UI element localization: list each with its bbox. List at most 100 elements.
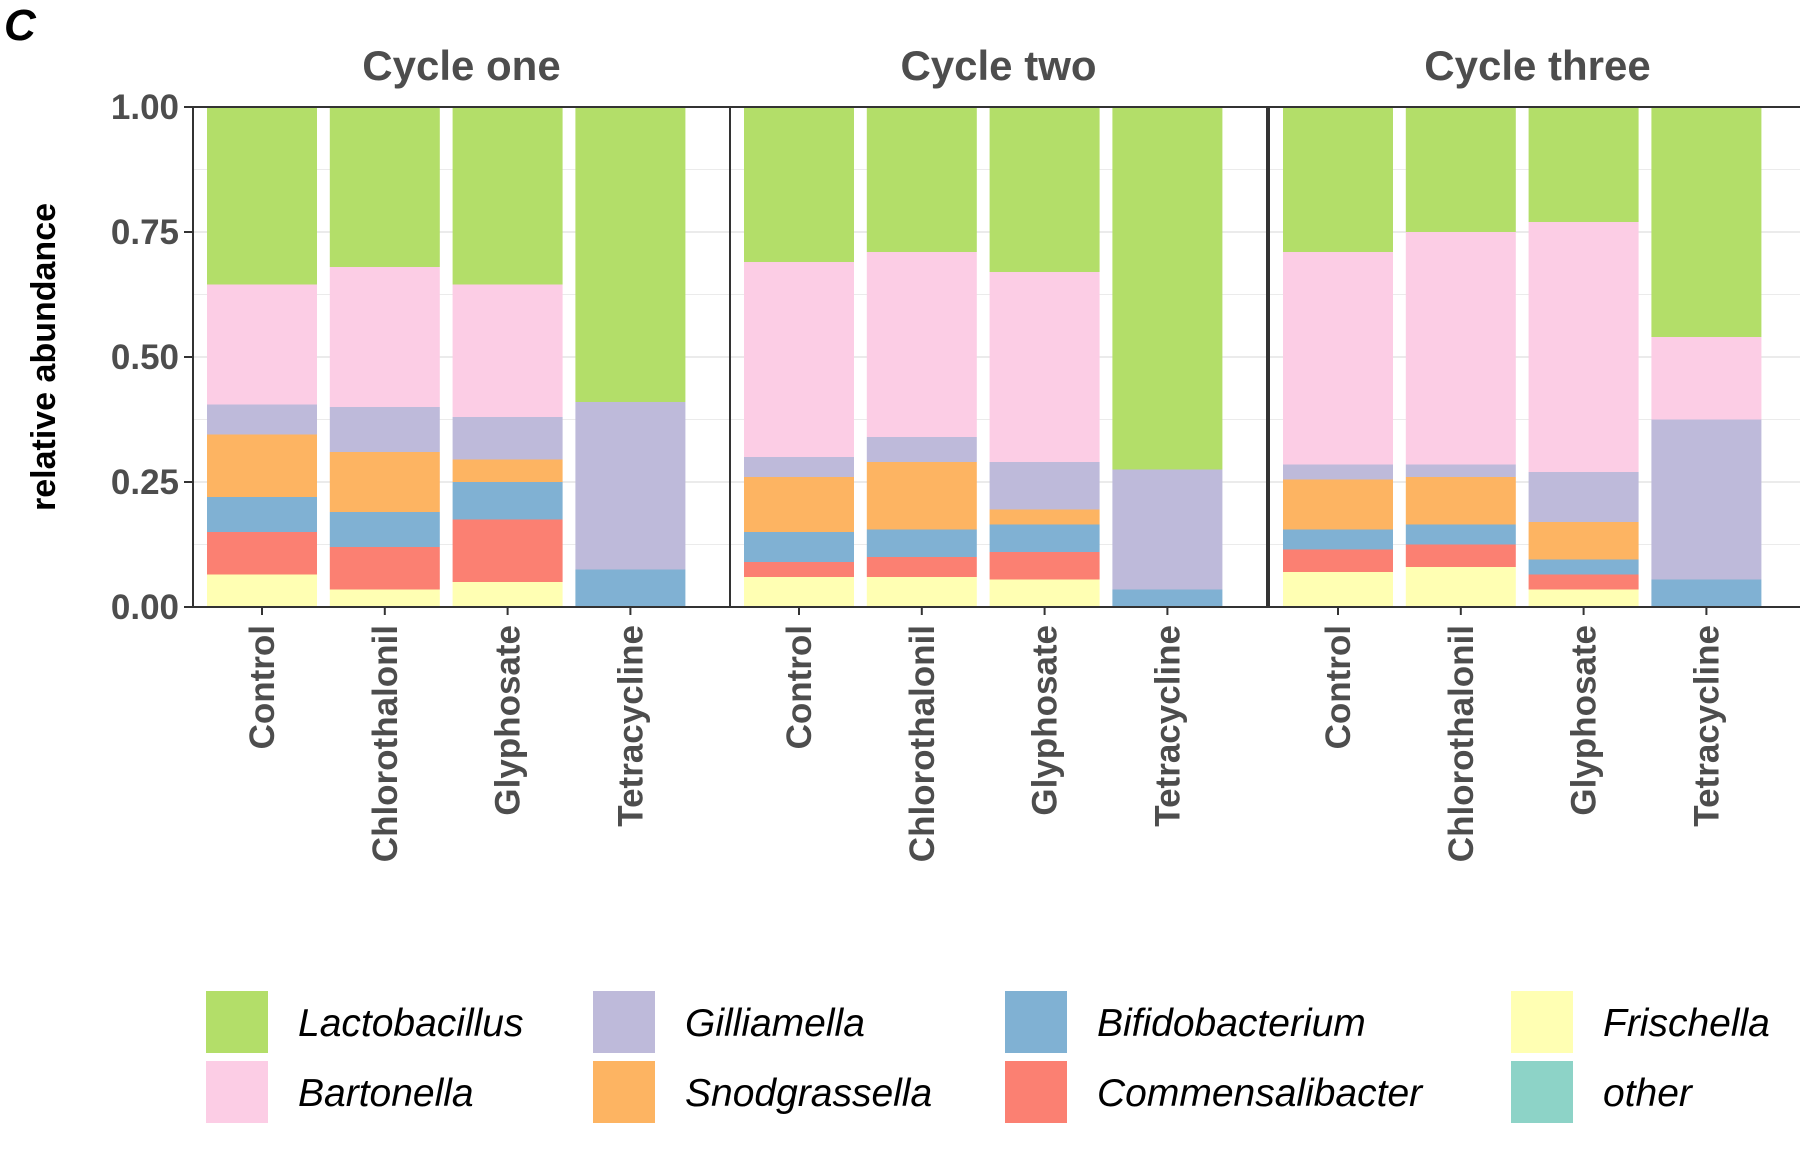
bar-segment-bartonella [207, 284, 317, 405]
bar-segment-gilliamella [1405, 464, 1516, 477]
y-tick-label: 0.25 [111, 463, 179, 502]
panel-letter: C [4, 1, 37, 50]
bar-segment-lactobacillus [207, 107, 317, 285]
bar-segment-lactobacillus [1112, 107, 1223, 470]
bar-segment-bartonella [744, 262, 854, 457]
bar-segment-lactobacillus [1283, 107, 1393, 252]
bar-segment-snodgrassella [329, 452, 440, 512]
bar-segment-snodgrassella [989, 509, 1100, 525]
y-tick-label: 0.50 [111, 338, 179, 377]
legend-item-other: other [1509, 1059, 1694, 1125]
bar-segment-lactobacillus [1528, 107, 1639, 222]
bar-segment-commensalibacter [329, 547, 440, 590]
bar-segment-bifidobacterium [866, 529, 977, 557]
bar-segment-lactobacillus [452, 107, 563, 285]
bar-segment-snodgrassella [452, 459, 563, 482]
bar-segment-bifidobacterium [452, 482, 563, 520]
bar-segment-bartonella [866, 252, 977, 437]
bar-segment-frischella [1405, 567, 1516, 607]
x-tick-label: Tetracycline [1148, 625, 1187, 827]
legend-label: Bartonella [298, 1072, 474, 1115]
bar-segment-lactobacillus [744, 107, 854, 262]
legend-item-gilliamella: Gilliamella [591, 989, 865, 1055]
legend-item-snodgrassella: Snodgrassella [591, 1059, 932, 1125]
legend-key-swatch [591, 1059, 657, 1125]
facet-title: Cycle two [900, 42, 1096, 89]
bar-segment-gilliamella [1283, 464, 1393, 480]
bar-segment-snodgrassella [1405, 477, 1516, 525]
y-axis: 0.00 0.25 0.50 0.75 1.00 [111, 88, 193, 627]
bar-segment-lactobacillus [989, 107, 1100, 272]
facets-group: Control Chlorothalonil Glyphosate Tetracycl… [192, 42, 1800, 862]
y-tick-label: 0.00 [111, 588, 179, 627]
x-tick-label: Chlorothalonil [1442, 625, 1481, 862]
x-tick-label: Control [243, 625, 282, 749]
bar-segment-lactobacillus [329, 107, 440, 267]
facet-3: Control Chlorothalonil Glyphosate Tetracycl… [1268, 42, 1800, 862]
bar-segment-gilliamella [575, 402, 686, 570]
bar-segment-bartonella [1405, 232, 1516, 465]
bar-segment-lactobacillus [575, 107, 686, 402]
bar-segment-bifidobacterium [1651, 579, 1762, 607]
facet-2: Control Chlorothalonil Glyphosate Tetracycl… [729, 42, 1268, 862]
bar-segment-bifidobacterium [1405, 524, 1516, 545]
x-tick-label: Glyphosate [1026, 625, 1065, 816]
bar-segment-commensalibacter [1283, 549, 1393, 572]
legend-label: other [1603, 1072, 1694, 1115]
legend-key-swatch [1003, 989, 1069, 1055]
bar-segment-bartonella [989, 272, 1100, 462]
legend-key-swatch [204, 1059, 270, 1125]
legend: Lactobacillus Bartonella Gilliamella Snodgr… [204, 989, 1770, 1125]
bar-segment-gilliamella [329, 407, 440, 452]
legend-label: Commensalibacter [1097, 1072, 1424, 1115]
legend-item-bartonella: Bartonella [204, 1059, 474, 1125]
facet-1: Control Chlorothalonil Glyphosate Tetracycl… [192, 42, 731, 862]
bar-segment-bifidobacterium [329, 512, 440, 547]
bar-segment-snodgrassella [1283, 479, 1393, 530]
bar-segment-snodgrassella [744, 477, 854, 532]
legend-label: Snodgrassella [685, 1072, 932, 1115]
bar-segment-gilliamella [989, 462, 1100, 510]
x-tick-label: Glyphosate [1565, 625, 1604, 816]
legend-label: Gilliamella [685, 1002, 865, 1045]
x-tick-label: Chlorothalonil [366, 625, 405, 862]
bar-segment-gilliamella [1651, 419, 1762, 580]
bar-segment-lactobacillus [1651, 107, 1762, 337]
bar-segment-bifidobacterium [989, 524, 1100, 552]
legend-label: Frischella [1603, 1002, 1770, 1045]
bar-segment-gilliamella [207, 404, 317, 435]
bar-segment-bifidobacterium [1112, 589, 1223, 607]
legend-item-bifidobacterium: Bifidobacterium [1003, 989, 1366, 1055]
x-tick-label: Tetracycline [611, 625, 650, 827]
bar-segment-gilliamella [744, 457, 854, 477]
bar-segment-bartonella [1651, 337, 1762, 420]
facet-title: Cycle one [362, 42, 560, 89]
bar-segment-gilliamella [452, 417, 563, 460]
facet-title: Cycle three [1424, 42, 1650, 89]
legend-key-swatch [1509, 989, 1575, 1055]
x-tick-label: Glyphosate [489, 625, 528, 816]
legend-key-swatch [1509, 1059, 1575, 1125]
bar-segment-commensalibacter [207, 532, 317, 575]
legend-label: Lactobacillus [298, 1002, 523, 1045]
bar-segment-bartonella [1528, 222, 1639, 472]
bar-segment-lactobacillus [866, 107, 977, 252]
legend-item-frischella: Frischella [1509, 989, 1770, 1055]
bar-segment-snodgrassella [207, 434, 317, 497]
y-tick-label: 1.00 [111, 88, 179, 127]
bar-segment-commensalibacter [744, 562, 854, 577]
bar-segment-commensalibacter [452, 519, 563, 582]
bar-segment-frischella [452, 582, 563, 607]
y-tick-label: 0.75 [111, 213, 179, 252]
x-tick-label: Tetracycline [1687, 625, 1726, 827]
bar-segment-snodgrassella [1528, 522, 1639, 560]
bar-segment-bartonella [452, 284, 563, 417]
bar-segment-bifidobacterium [207, 497, 317, 532]
bar-segment-frischella [329, 589, 440, 607]
facet-border [1268, 106, 1800, 608]
bar-segment-bartonella [1283, 252, 1393, 465]
bar-segment-lactobacillus [1405, 107, 1516, 232]
bar-segment-commensalibacter [1405, 544, 1516, 567]
x-tick-label: Control [1319, 625, 1358, 749]
